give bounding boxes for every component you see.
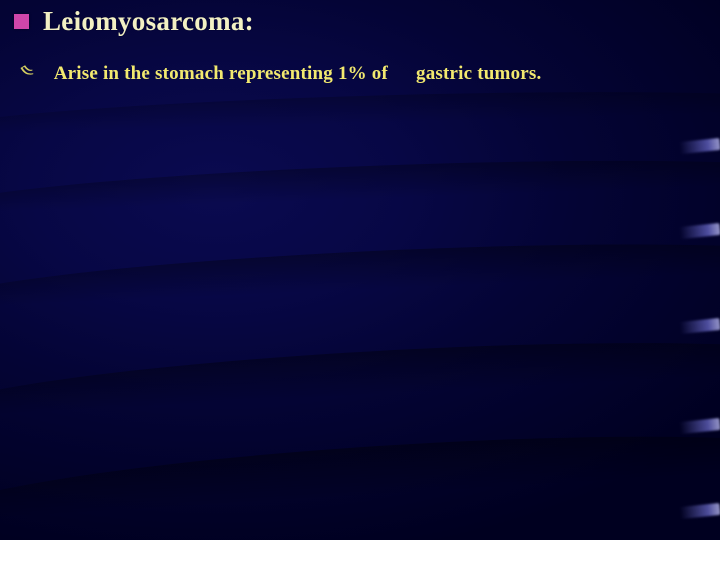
slide-content: Leiomyosarcoma: ༤ Arise in the stomach r… [14,6,700,85]
bg-wave [0,230,720,341]
body-row: ༤ Arise in the stomach representing 1% o… [14,63,700,85]
bg-wave [0,149,720,242]
bg-wave [0,417,720,564]
bg-glint [679,223,720,239]
bg-glint [679,418,720,434]
body-text-part-b: gastric tumors. [416,63,541,85]
body-text-part-a: Arise in the stomach representing 1% of [54,63,388,85]
square-bullet-icon [14,14,29,29]
bg-glint [679,318,720,334]
bg-wave [0,326,720,455]
title-row: Leiomyosarcoma: [14,6,700,37]
curly-bullet-icon: ༤ [20,62,34,84]
bg-glint [679,503,720,519]
bg-glint [679,138,720,154]
body-text: Arise in the stomach representing 1% of … [54,63,542,85]
slide-title: Leiomyosarcoma: [43,6,254,37]
bg-wave [0,83,720,157]
